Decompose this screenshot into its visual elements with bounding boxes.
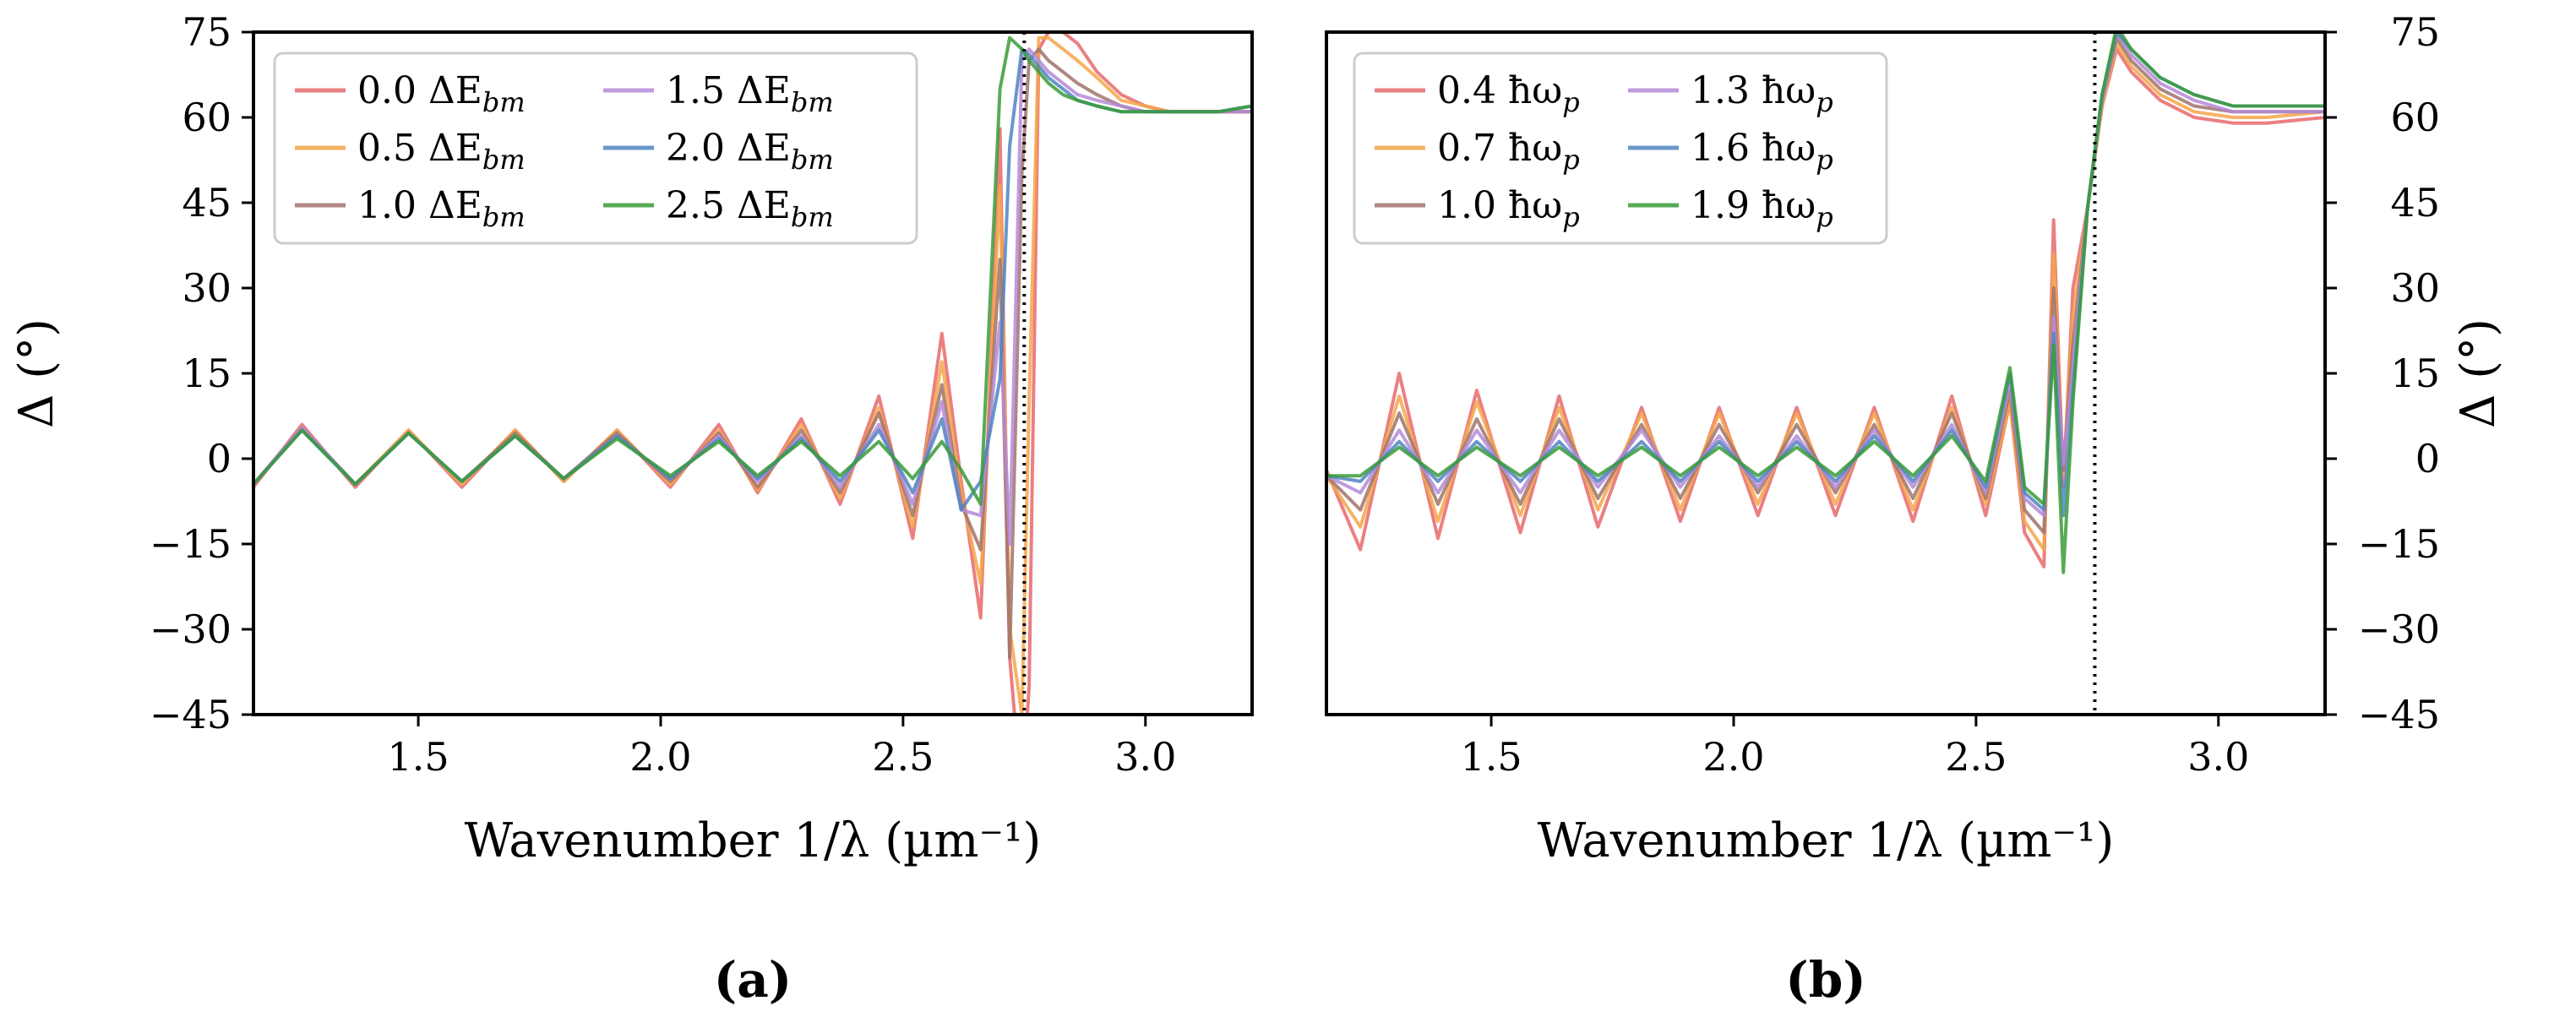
legend-label-subscript: bm [482,144,526,176]
x-tick-label: 2.0 [629,734,691,780]
legend-label-subscript: p [1562,201,1579,233]
y-tick-label: 15 [182,351,231,396]
legend-label-subscript: p [1816,144,1833,176]
legend-label-3: 1.3 ħωp [1691,69,1833,118]
y-axis-label: Δ (°) [2451,318,2506,428]
legend-label-subscript: bm [791,201,834,233]
y-tick-label: −45 [2358,692,2440,737]
panel-label: (a) [714,951,792,1009]
y-tick-label: −45 [150,692,231,737]
legend-label-subscript: bm [482,201,526,233]
series-group [1326,32,2325,574]
x-tick-label: 3.0 [1114,734,1176,780]
x-tick-label: 2.5 [1945,734,2007,780]
y-tick-label: −30 [2358,606,2440,652]
series-line-5 [1326,32,2325,574]
x-tick-label: 1.5 [388,734,449,780]
y-tick-label: 75 [2390,9,2440,55]
y-tick-label: −15 [150,521,231,567]
y-tick-label: 60 [2390,95,2440,140]
legend-label-subscript: bm [791,86,834,118]
legend-label-4: 1.6 ħωp [1691,127,1833,176]
x-axis-label: Wavenumber 1/λ (µm⁻¹) [465,813,1042,868]
legend-label-1: 0.7 ħωp [1437,127,1580,176]
legend-label-text: 1.5 ΔE [666,69,791,112]
legend-label-0: 0.0 ΔEbm [357,69,526,118]
x-tick-label: 3.0 [2187,734,2249,780]
chart-panel-b: 1.5 2.0 2.5 3.0 75 60 45 30 15 0 −15 −30 −45 Wavenumb… [1325,9,2506,1009]
series-line-3 [1326,32,2325,518]
legend-label-text: 1.9 ħω [1691,184,1816,227]
legend-label-subscript: p [1816,86,1833,118]
legend-label-subscript: p [1562,86,1579,118]
legend-label-text: 0.0 ΔE [357,69,482,112]
legend-label-text: 0.5 ΔE [357,127,482,170]
series-group [253,32,1252,715]
y-tick-label: 30 [2390,265,2440,311]
y-tick-label: 0 [2415,436,2440,481]
y-tick-label: 45 [2390,180,2440,226]
y-tick-label: 15 [2390,351,2440,396]
legend-label-4: 2.0 ΔEbm [666,127,834,176]
chart-panel-a: 1.5 2.0 2.5 3.0 75 60 45 30 15 0 −15 −30 −45 Wavenumb… [9,9,1254,1009]
y-tick-label: 30 [182,265,231,311]
legend-label-1: 0.5 ΔEbm [357,127,526,176]
y-tick-label: 0 [207,436,231,481]
legend-label-3: 1.5 ΔEbm [666,69,834,118]
series-line-0 [1326,47,2325,568]
legend-label-5: 1.9 ħωp [1691,184,1833,233]
legend-label-text: 0.4 ħω [1437,69,1562,112]
legend-label-text: 1.3 ħω [1691,69,1816,112]
legend-label-text: 1.6 ħω [1691,127,1816,170]
y-tick-label: 60 [182,95,231,140]
x-tick-label: 2.0 [1702,734,1764,780]
y-tick-label: −15 [2358,521,2440,567]
series-line-5 [253,35,1252,506]
legend-label-5: 2.5 ΔEbm [666,184,834,233]
legend-label-text: 2.0 ΔE [666,127,791,170]
legend-label-text: 0.7 ħω [1437,127,1562,170]
series-line-2 [1326,35,2325,535]
legend-label-subscript: p [1562,144,1579,176]
legend-label-text: 1.0 ħω [1437,184,1562,227]
legend-box [1353,52,1888,245]
x-tick-label: 2.5 [872,734,934,780]
legend-label-text: 2.5 ΔE [666,184,791,227]
legend-label-subscript: p [1816,201,1833,233]
x-axis-label: Wavenumber 1/λ (µm⁻¹) [1538,813,2115,868]
y-tick-label: 45 [182,180,231,226]
x-tick-label: 1.5 [1461,734,1522,780]
legend-box [273,52,918,245]
legend-label-2: 1.0 ΔEbm [357,184,526,233]
y-axis-label: Δ (°) [9,318,64,428]
legend-label-2: 1.0 ħωp [1437,184,1580,233]
y-tick-label: −30 [150,606,231,652]
legend-label-subscript: bm [791,144,834,176]
legend-label-0: 0.4 ħωp [1437,69,1580,118]
legend-label-text: 1.0 ΔE [357,184,482,227]
y-tick-label: 75 [182,9,231,55]
legend-label-subscript: bm [482,86,526,118]
panel-label: (b) [1785,951,1865,1009]
